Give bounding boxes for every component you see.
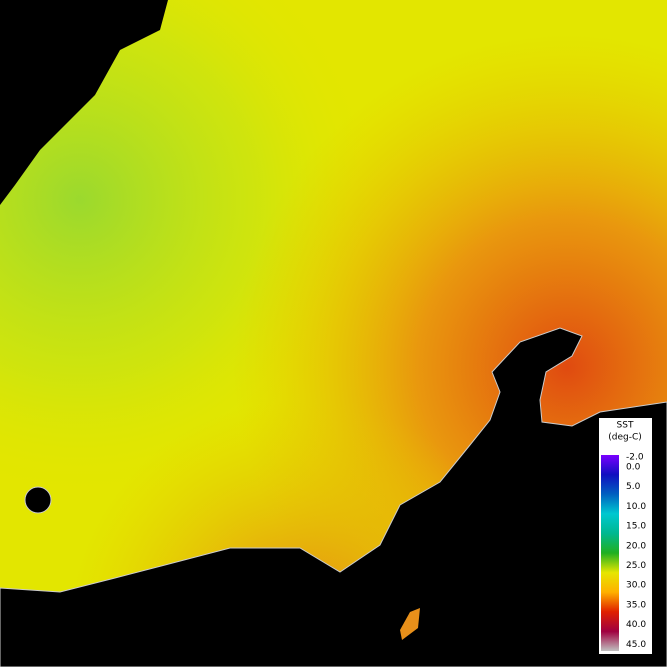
legend-unit: (deg-C) (608, 433, 642, 443)
lake (400, 608, 420, 640)
legend-title: SST (617, 421, 634, 431)
land-northwest (0, 0, 168, 205)
legend-label: -2.0 (626, 453, 644, 463)
legend-label: 10.0 (626, 502, 646, 512)
legend-label: 20.0 (626, 541, 646, 551)
legend-label: 35.0 (626, 600, 646, 610)
land-japan (0, 327, 667, 667)
island (24, 486, 52, 514)
legend: SST (deg-C) -2.00.0 5.0 10.0 15.0 20.0 25.0 30… (599, 418, 652, 654)
legend-label: 45.0 (626, 640, 646, 650)
legend-label: 25.0 (626, 561, 646, 571)
legend-label: 15.0 (626, 522, 646, 532)
legend-label: 40.0 (626, 620, 646, 630)
legend-label: 0.0 (626, 463, 641, 473)
legend-label: 30.0 (626, 581, 646, 591)
legend-label: 5.0 (626, 482, 641, 492)
color-scale (601, 455, 619, 651)
